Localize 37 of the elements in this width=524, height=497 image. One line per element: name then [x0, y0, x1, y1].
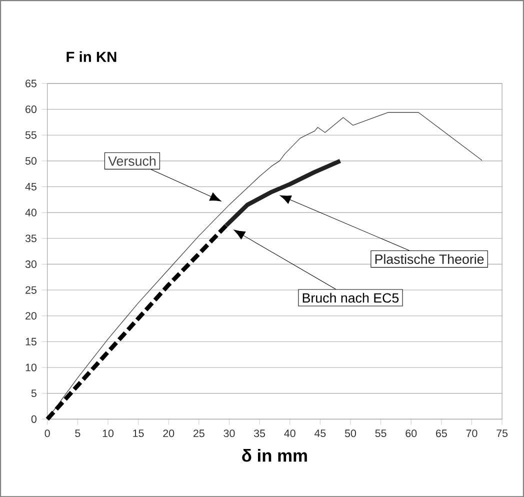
line-series	[45, 223, 228, 422]
x-tick-label: 10	[102, 429, 114, 438]
x-tick-label: 35	[254, 429, 266, 438]
x-tick-label: 40	[284, 429, 296, 438]
y-tick-label: 65	[26, 80, 36, 88]
x-tick-label: 60	[406, 429, 417, 438]
text: Bruch nach EC5	[302, 292, 399, 303]
x-tick-label: 75	[496, 429, 508, 437]
x-tick-label: 25	[194, 429, 204, 438]
y-axis-title: F in KN	[66, 51, 116, 62]
x-tick-label: 15	[133, 429, 144, 437]
y-tick-label: 35	[25, 234, 36, 242]
x-axis-title: δ in mm	[242, 448, 307, 462]
y-tick-label: 0	[31, 415, 37, 423]
y-tick-label: 20	[26, 312, 36, 320]
line-series	[224, 158, 342, 228]
x-tick-label: 5	[75, 429, 80, 437]
y-tick-label: 45	[25, 182, 36, 190]
x-tick-label: 30	[224, 429, 235, 438]
text: Plastische Theorie	[375, 254, 484, 264]
y-tick-label: 30	[25, 260, 36, 268]
y-tick-label: 60	[26, 105, 36, 113]
x-tick-label: 65	[436, 429, 447, 438]
y-tick-label: 15	[26, 338, 36, 346]
x-tick-label: 50	[344, 429, 356, 438]
x-tick-label: 55	[375, 429, 386, 437]
y-tick-label: 5	[31, 389, 36, 397]
x-tick-label: 0	[44, 429, 50, 438]
y-tick-label: 55	[25, 131, 36, 139]
x-tick-label: 45	[314, 429, 326, 437]
x-tick-label: 20	[163, 429, 174, 438]
x-tick-label: 70	[466, 429, 478, 438]
y-tick-label: 25	[26, 286, 36, 294]
y-tick-label: 40	[25, 208, 36, 216]
text: Versuch	[108, 156, 156, 166]
y-tick-label: 50	[25, 157, 36, 165]
y-tick-label: 10	[26, 364, 36, 372]
